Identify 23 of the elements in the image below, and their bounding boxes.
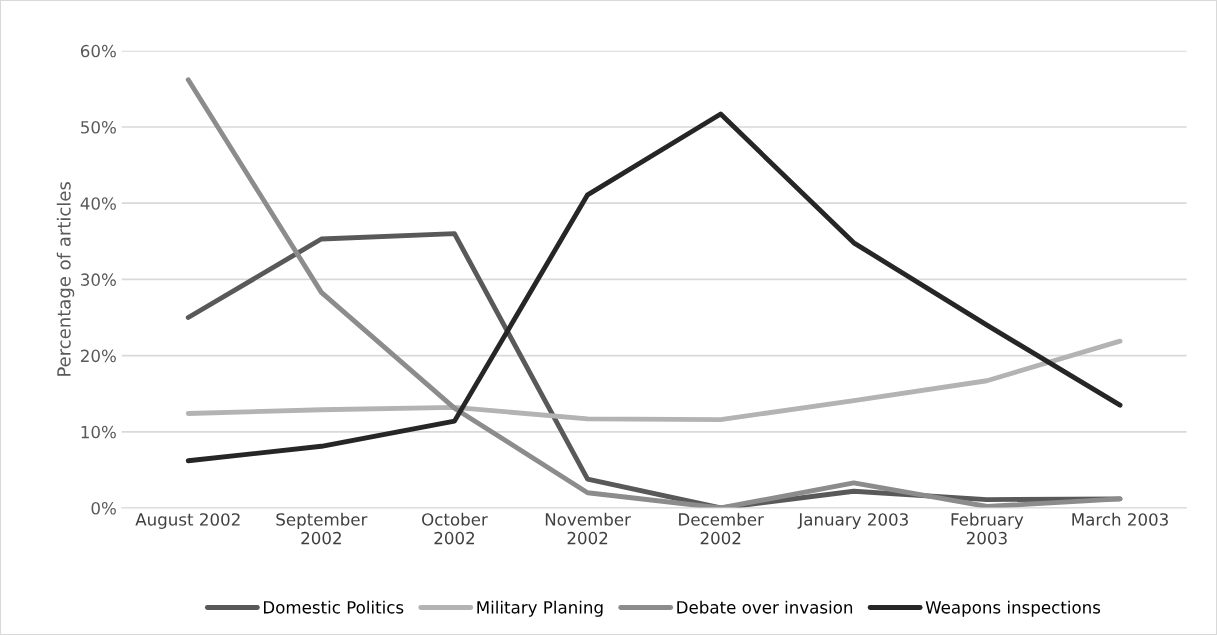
line-series (185, 338, 1123, 423)
x-tick-label: January 2003 (797, 513, 908, 529)
x-tick-label: September 2002 (276, 512, 368, 545)
legend-label: Weapons inspections (925, 600, 1101, 617)
x-tick-label: October 2002 (422, 512, 488, 545)
line-series (185, 77, 1123, 508)
y-tick-label: 40% (80, 197, 116, 210)
y-tick-label: 50% (81, 120, 116, 134)
legend-label: Military Planing (477, 600, 603, 617)
x-tick-label: February 2003 (951, 512, 1024, 545)
y-tick-label: 20% (81, 349, 116, 363)
legend-label: Domestic Politics (264, 600, 404, 614)
legend-label: Debate over invasion (677, 600, 853, 614)
y-tick-label: 10% (81, 425, 116, 439)
x-tick-label: November 2002 (545, 512, 631, 545)
y-tick-label: 0% (91, 501, 116, 515)
x-tick-label: March 2003 (1072, 512, 1168, 526)
x-tick-label: December 2002 (679, 512, 764, 545)
y-tick-label: 60% (80, 44, 116, 58)
y-tick-label: 30% (81, 273, 116, 286)
y-axis-title: Percentage of articles (56, 182, 75, 376)
line-series (185, 111, 1123, 464)
x-tick-label: August 2002 (135, 513, 240, 529)
